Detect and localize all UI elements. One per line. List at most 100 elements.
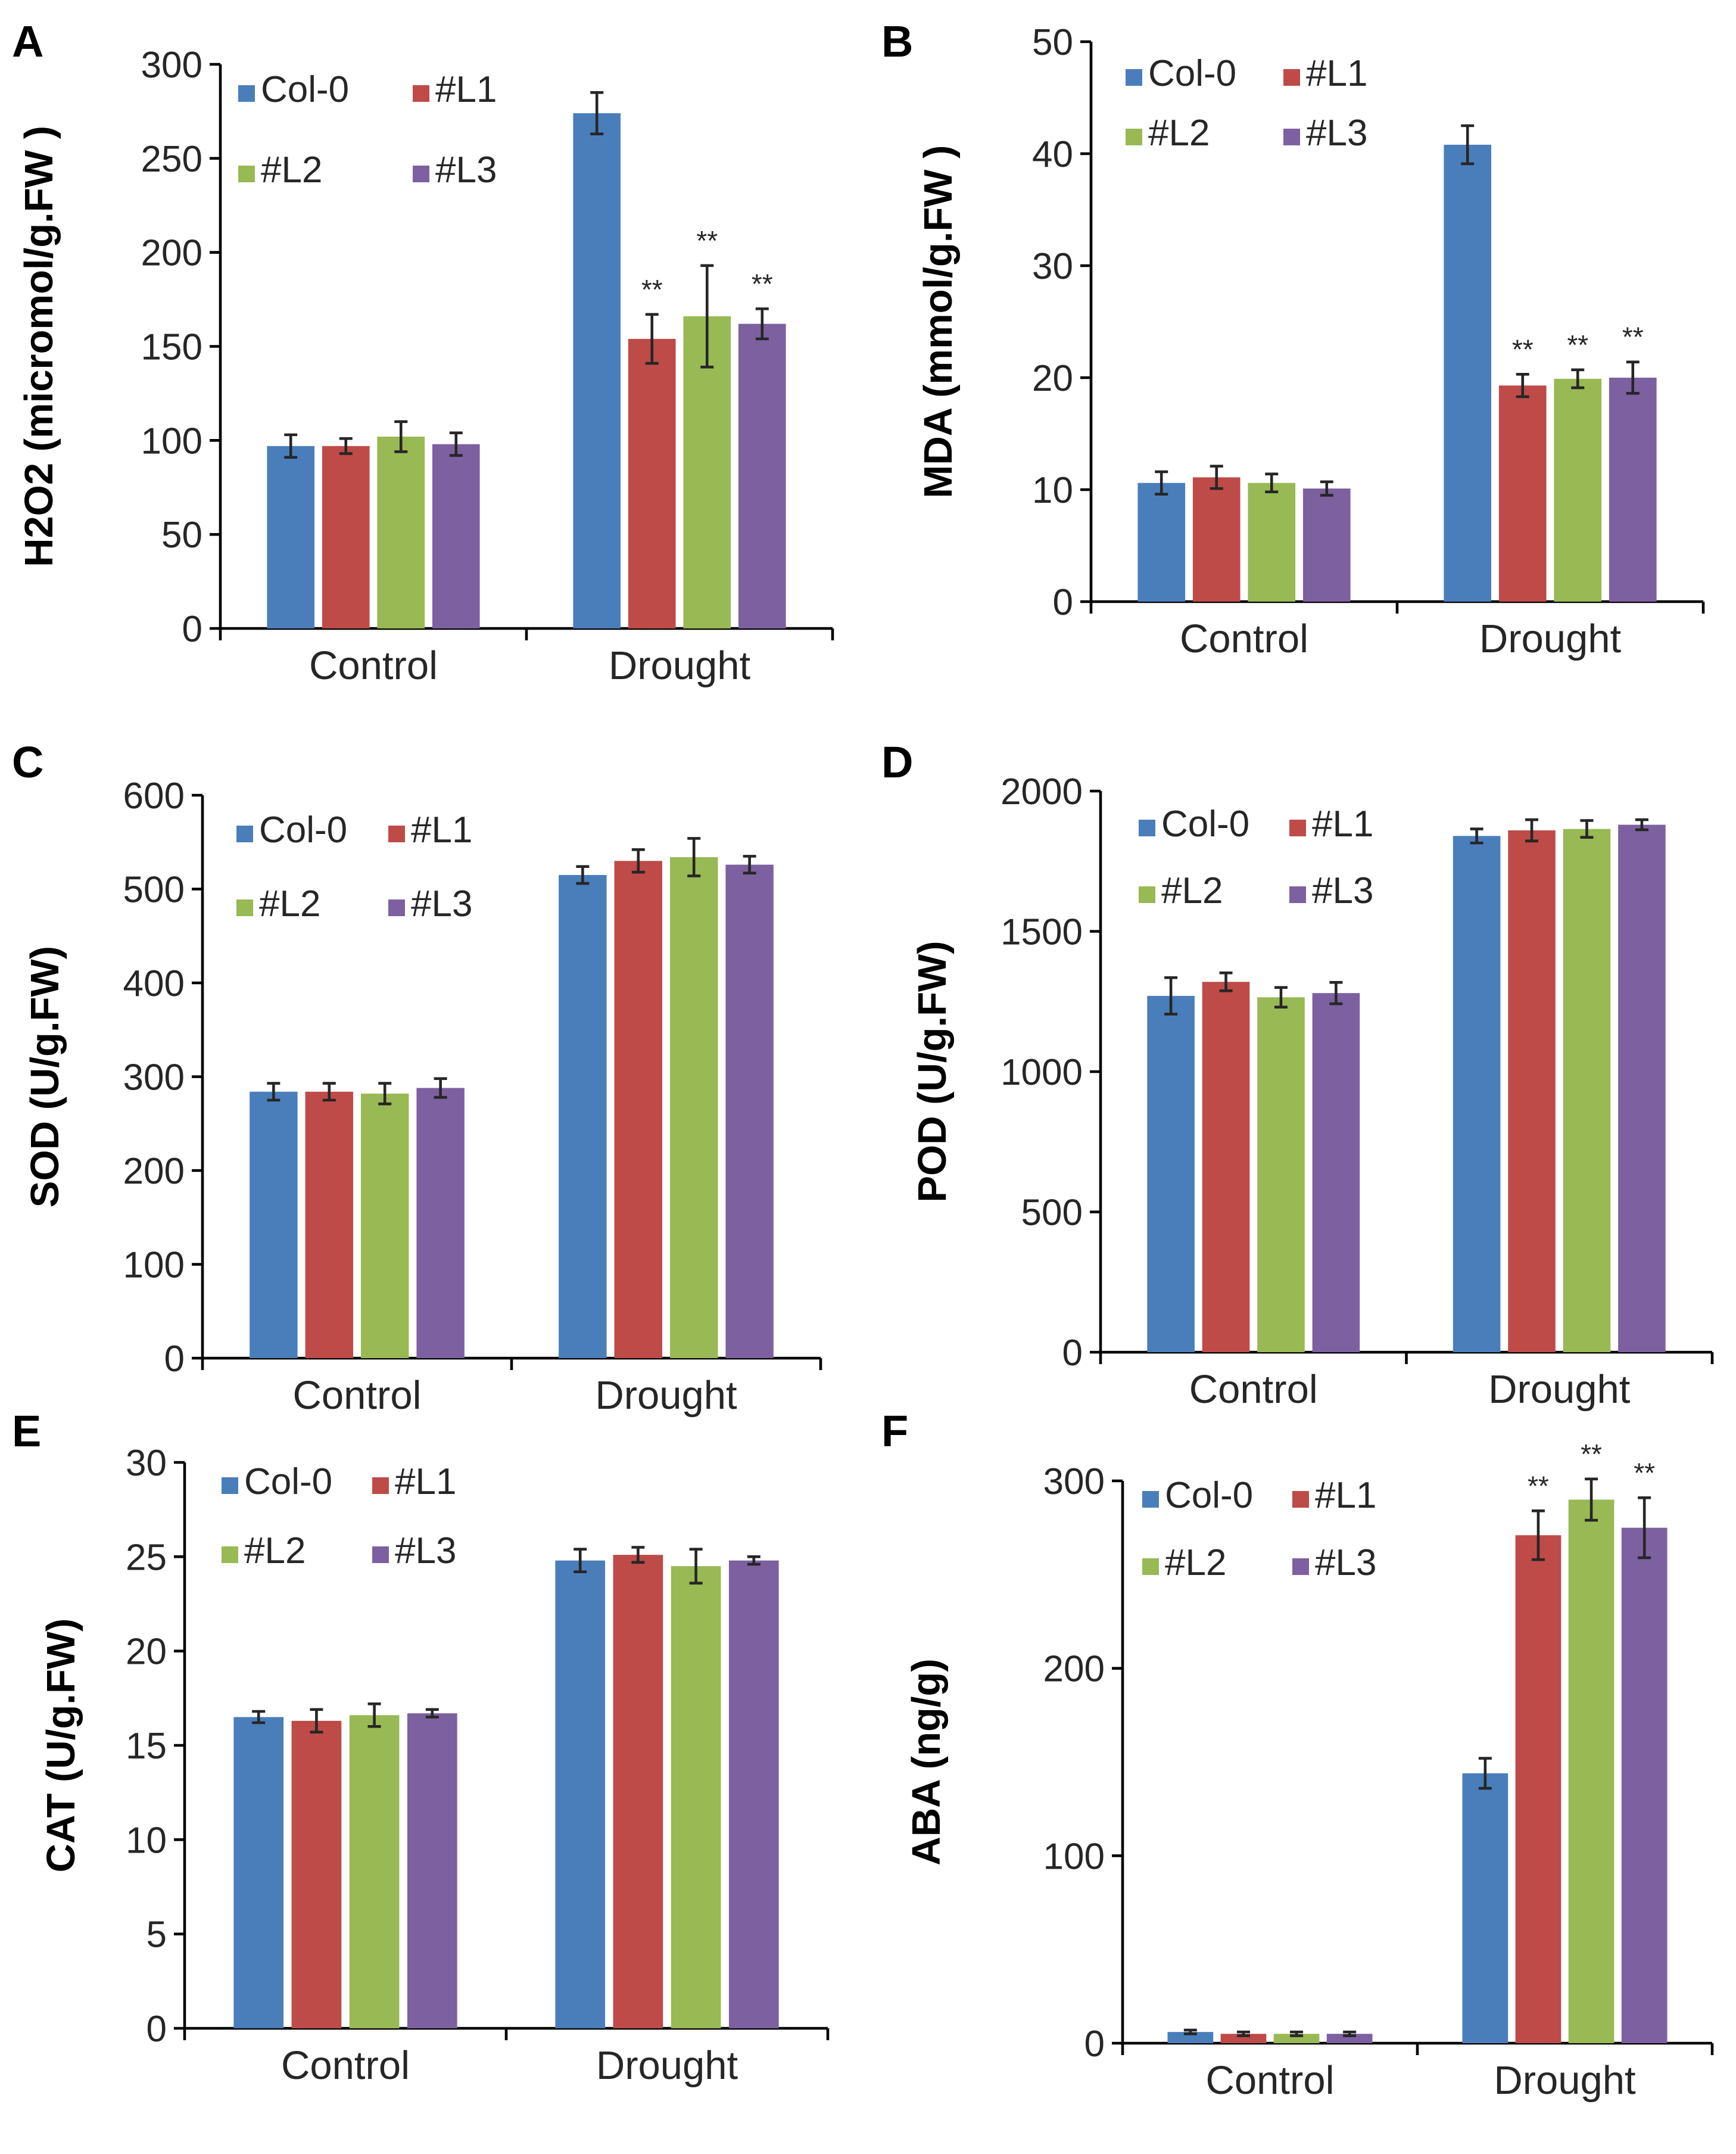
y-tick-label: 5 (147, 1915, 167, 1956)
y-tick-label: 300 (123, 1057, 185, 1098)
bar (250, 1091, 298, 1358)
y-tick-label: 15 (126, 1726, 167, 1767)
panel-letter: C (12, 737, 43, 787)
bar (349, 1715, 400, 2028)
y-tick-label: 1000 (1001, 1052, 1083, 1093)
bar (1273, 2034, 1320, 2043)
x-category-label: Drought (1479, 617, 1622, 661)
bar (1462, 1773, 1509, 2043)
legend-label: #L2 (1161, 870, 1223, 911)
bar (1326, 2034, 1373, 2043)
panel-B: B 0 10 20 30 40 50 Control Drought MDA (mmol/g.FW… (881, 17, 1705, 661)
legend-label: #L3 (1315, 1542, 1376, 1583)
y-tick-label: 200 (141, 233, 202, 274)
legend-label: Col-0 (261, 69, 349, 110)
y-tick-label: 30 (126, 1443, 167, 1484)
legend-label: #L3 (395, 1530, 456, 1571)
panel-E: E 0 5 10 15 20 25 30 Control Drought CAT (U/g.FW) C… (12, 1406, 830, 2088)
bar (1618, 824, 1666, 1352)
y-tick-label: 10 (126, 1820, 167, 1861)
bar (267, 446, 315, 628)
bar (669, 857, 718, 1358)
bar (305, 1091, 354, 1358)
x-category-label: Drought (1488, 1367, 1631, 1412)
y-axis-label: H2O2 (micromol/g.FW ) (17, 126, 61, 567)
x-category-label: Drought (596, 2043, 738, 2088)
y-tick-label: 250 (141, 139, 202, 180)
bar (1498, 385, 1547, 602)
bar (1312, 993, 1360, 1352)
y-tick-label: 100 (141, 421, 202, 462)
bar (1508, 830, 1556, 1352)
legend-label: #L2 (1165, 1542, 1226, 1583)
y-axis-label: MDA (mmol/g.FW ) (916, 145, 961, 499)
bar (291, 1720, 342, 2028)
bar (1302, 488, 1351, 602)
y-tick-label: 200 (1043, 1649, 1105, 1690)
y-tick-label: 300 (1043, 1461, 1105, 1502)
bar (1167, 2032, 1214, 2043)
y-axis-label: CAT (U/g.FW) (39, 1618, 83, 1873)
y-tick-label: 2000 (1001, 771, 1083, 813)
legend-swatch (1126, 129, 1142, 145)
y-tick-label: 400 (123, 963, 185, 1004)
y-tick-label: 50 (1032, 22, 1073, 63)
bar (725, 864, 774, 1358)
bar (628, 338, 676, 628)
y-tick-label: 500 (1021, 1193, 1083, 1234)
bar (1444, 144, 1492, 602)
y-tick-label: 30 (1032, 246, 1073, 287)
legend-label: #L2 (244, 1530, 306, 1571)
bar (1554, 378, 1602, 602)
y-tick-label: 20 (1032, 358, 1073, 399)
legend-swatch (1289, 820, 1306, 836)
significance-label: ** (641, 274, 663, 305)
legend-swatch (1289, 886, 1306, 903)
bar (377, 437, 425, 628)
bar (1137, 483, 1186, 602)
y-tick-label: 0 (1062, 1333, 1083, 1374)
y-tick-label: 0 (164, 1339, 185, 1380)
y-tick-label: 100 (1043, 1836, 1105, 1877)
bar (1248, 483, 1296, 602)
legend-label: #L3 (411, 883, 472, 925)
legend-swatch (236, 899, 253, 916)
panel-letter: B (881, 17, 913, 66)
legend-label: #L3 (1306, 113, 1367, 154)
y-tick-label: 150 (141, 327, 202, 368)
legend-label: #L2 (1148, 113, 1210, 154)
x-category-label: Control (1189, 1367, 1318, 1412)
significance-label: ** (752, 268, 773, 299)
y-tick-label: 25 (126, 1537, 167, 1578)
legend-label: #L2 (259, 883, 320, 925)
y-tick-label: 0 (182, 609, 202, 650)
bar (1563, 829, 1611, 1352)
y-tick-label: 200 (123, 1151, 185, 1192)
y-tick-label: 300 (141, 45, 202, 86)
legend-swatch (1283, 129, 1300, 145)
legend-label: #L2 (261, 150, 322, 191)
y-axis-label: POD (U/g.FW) (910, 941, 955, 1202)
bar (671, 1566, 721, 2028)
y-tick-label: 0 (1084, 2024, 1105, 2065)
bar (1621, 1527, 1668, 2043)
legend-swatch (1142, 1491, 1159, 1508)
legend-swatch (1292, 1558, 1309, 1575)
bar (1147, 995, 1195, 1352)
panel-D: D 0 500 1000 1500 2000 Control Drought POD (U/g.… (881, 737, 1714, 1412)
legend-label: #L1 (435, 69, 497, 110)
y-tick-label: 100 (123, 1245, 185, 1286)
legend-swatch (222, 1477, 238, 1494)
legend-label: Col-0 (1148, 53, 1236, 94)
bar (559, 874, 607, 1358)
bar (1192, 477, 1241, 602)
y-tick-label: 1500 (1001, 912, 1083, 953)
y-tick-label: 20 (126, 1632, 167, 1673)
bar (416, 1088, 465, 1358)
bar (407, 1713, 457, 2028)
y-tick-label: 40 (1032, 134, 1073, 175)
legend-swatch (238, 166, 255, 182)
legend-swatch (1139, 886, 1155, 903)
legend-swatch (222, 1546, 238, 1563)
bar (322, 446, 370, 628)
